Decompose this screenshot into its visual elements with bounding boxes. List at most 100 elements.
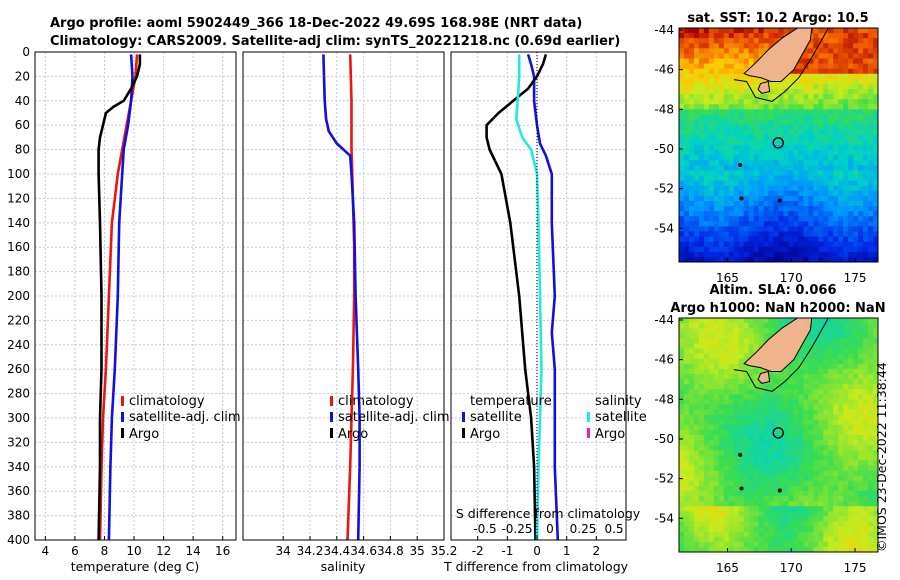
sla-map-cell	[723, 526, 730, 533]
sst-map-cell	[718, 216, 725, 222]
sst-map-cell	[783, 83, 790, 90]
sla-map-cell	[768, 465, 775, 472]
sla-map-cell	[693, 445, 700, 451]
sst-map-cell	[798, 83, 804, 90]
sla-map-cell	[768, 541, 775, 548]
sla-map-cell	[803, 429, 809, 436]
sla-map-cell	[723, 485, 730, 492]
sla-map-cell	[828, 424, 834, 431]
sst-map-cell	[858, 89, 864, 95]
sla-map-cell	[833, 475, 839, 482]
sla-map-cell	[843, 541, 849, 548]
sla-map-cell	[823, 546, 829, 552]
sla-map-cell	[768, 323, 775, 329]
sla-map-cell	[873, 541, 878, 548]
sst-map-cell	[728, 43, 735, 49]
sst-map-cell	[728, 129, 735, 136]
sst-map-cell	[863, 200, 869, 207]
sst-map-cell	[808, 241, 814, 248]
sst-map-cell	[868, 33, 874, 39]
sla-map-cell	[808, 419, 814, 426]
sst-map-cell	[838, 211, 844, 217]
sst-map-cell	[723, 63, 730, 70]
sla-map-cell	[743, 353, 750, 360]
sla-map-cell	[703, 323, 710, 329]
sst-map-cell	[788, 236, 795, 243]
sla-map-cell	[783, 394, 790, 400]
sst-map-cell	[828, 28, 834, 34]
sst-map-cell	[758, 236, 765, 243]
sst-map-cell	[848, 216, 854, 222]
sla-map-cell	[843, 435, 849, 441]
sst-map-cell	[783, 160, 790, 166]
sla-map-cell	[863, 465, 869, 472]
sst-map-cell	[853, 28, 859, 34]
sst-map-cell	[738, 221, 745, 227]
sst-map-cell	[688, 139, 695, 146]
sst-map-cell	[679, 139, 685, 146]
sla-map-cell	[768, 475, 775, 482]
sla-map-cell	[679, 424, 685, 431]
depth-tick-label: 300	[7, 411, 30, 425]
sst-map-cell	[713, 73, 720, 80]
sst-map-cell	[783, 206, 790, 212]
sst-map-cell	[793, 241, 799, 248]
sst-map-cell	[743, 221, 750, 227]
sla-map-cell	[863, 399, 869, 406]
sst-map-cell	[833, 83, 839, 90]
sst-map-cell	[838, 33, 844, 39]
sla-map-cell	[858, 526, 864, 533]
sst-map-cell	[748, 94, 755, 100]
sst-map-cell	[688, 124, 695, 131]
sst-map-cell	[823, 124, 829, 131]
sla-map-cell	[818, 516, 824, 523]
sst-map-cell	[798, 251, 804, 258]
sst-map-cell	[848, 160, 854, 166]
sla-map-cell	[748, 338, 755, 345]
sst-map-cell	[788, 83, 795, 90]
sla-map-cell	[863, 404, 869, 411]
sst-map-cell	[783, 175, 790, 182]
sst-map-cell	[738, 63, 745, 70]
sst-map-cell	[708, 33, 715, 39]
sst-map-cell	[738, 109, 745, 116]
sla-map-cell	[768, 414, 775, 421]
sst-map-cell	[783, 89, 790, 95]
sst-map-cell	[848, 139, 854, 146]
sst-map-cell	[843, 33, 849, 39]
sla-map-cell	[768, 399, 775, 406]
sst-map-cell	[808, 170, 814, 177]
sla-map-cell	[763, 409, 770, 416]
sst-map-cell	[693, 104, 700, 110]
sst-map-cell	[843, 68, 849, 75]
sla-map-cell	[818, 358, 824, 365]
sla-map-cell	[848, 409, 854, 416]
sla-map-cell	[818, 501, 824, 507]
sla-map-cell	[803, 389, 809, 395]
sst-map-cell	[868, 89, 874, 95]
sla-map-cell	[873, 480, 878, 487]
sla-map-cell	[703, 328, 710, 334]
sla-map-cell	[718, 480, 725, 487]
sla-map-cell	[783, 490, 790, 497]
figure-title-line1: Argo profile: aoml 5902449_366 18-Dec-20…	[50, 16, 582, 31]
sla-map-cell	[818, 353, 824, 360]
sla-map-cell	[833, 536, 839, 543]
sst-map-cell	[848, 195, 854, 202]
salinity-xtick-label: 35.2	[431, 544, 458, 558]
sla-map-cell	[848, 404, 854, 411]
sla-map-cell	[703, 526, 710, 533]
sla-map-cell	[783, 373, 790, 380]
sla-map-cell	[748, 384, 755, 390]
sla-map-cell	[679, 358, 685, 365]
sst-map-cell	[738, 94, 745, 100]
sla-map-cell	[683, 506, 690, 512]
sla-map-cell	[778, 546, 785, 552]
sla-map-cell	[843, 419, 849, 426]
sst-map-cell	[708, 38, 715, 44]
sst-map-cell	[818, 211, 824, 217]
sst-map-field	[679, 28, 878, 262]
sla-map-cell	[823, 536, 829, 543]
sla-map-cell	[738, 521, 745, 528]
sla-map-cell	[848, 490, 854, 497]
